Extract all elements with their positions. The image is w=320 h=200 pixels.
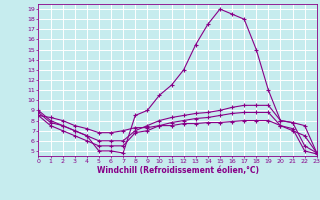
X-axis label: Windchill (Refroidissement éolien,°C): Windchill (Refroidissement éolien,°C) <box>97 166 259 175</box>
